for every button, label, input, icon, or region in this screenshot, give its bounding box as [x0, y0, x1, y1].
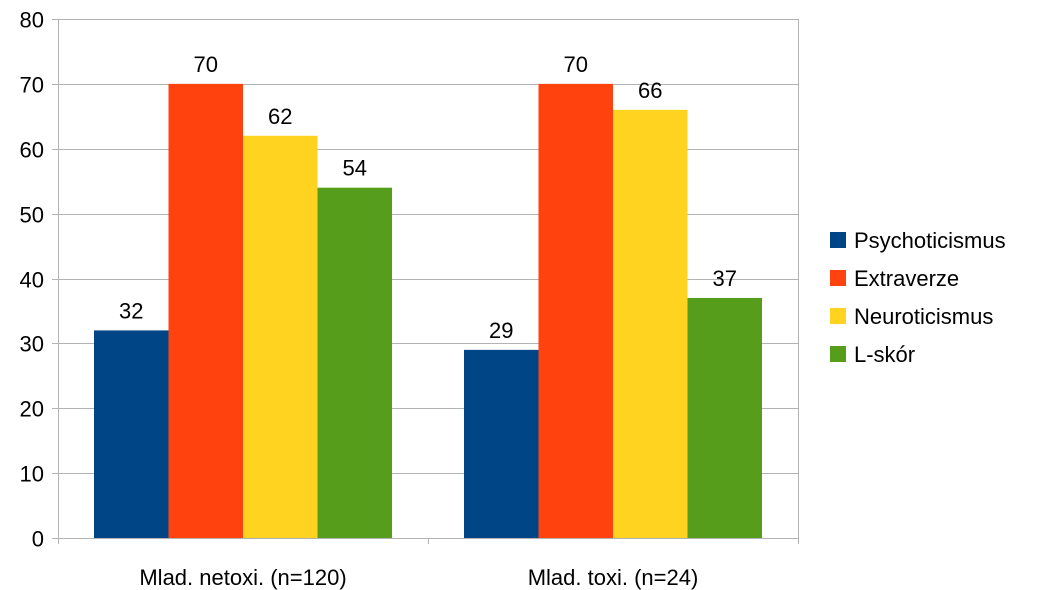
bar — [464, 349, 539, 538]
y-tick-label: 50 — [20, 203, 44, 228]
data-label: 37 — [713, 266, 737, 291]
y-tick-label: 20 — [20, 397, 44, 422]
y-tick-label: 60 — [20, 138, 44, 163]
legend-label: L-skór — [854, 342, 915, 367]
legend-swatch — [830, 232, 846, 248]
y-tick-label: 40 — [20, 268, 44, 293]
x-axis: Mlad. netoxi. (n=120) Mlad. toxi. (n=24) — [58, 538, 798, 590]
legend-swatch — [830, 346, 846, 362]
data-label: 62 — [268, 104, 292, 129]
bar — [168, 83, 243, 538]
data-label: 70 — [564, 52, 588, 77]
x-tick-label: Mlad. netoxi. (n=120) — [139, 565, 346, 590]
y-tick-label: 70 — [20, 73, 44, 98]
bar — [687, 297, 762, 538]
y-tick-label: 10 — [20, 462, 44, 487]
bar — [94, 330, 169, 538]
bar — [613, 109, 688, 538]
legend-label: Extraverze — [854, 266, 959, 291]
data-label: 32 — [119, 298, 143, 323]
legend-swatch — [830, 308, 846, 324]
bar — [317, 187, 392, 539]
x-tick-label: Mlad. toxi. (n=24) — [528, 565, 699, 590]
y-tick-label: 0 — [32, 527, 44, 552]
bars — [94, 83, 762, 539]
bar — [538, 83, 613, 538]
legend-label: Neuroticismus — [854, 304, 993, 329]
y-axis-ticks: 0 10 20 30 40 50 60 70 80 — [20, 8, 44, 552]
data-label: 29 — [489, 318, 513, 343]
data-label: 54 — [343, 156, 367, 181]
y-tick-label: 80 — [20, 8, 44, 33]
data-labels: 32 70 62 54 29 70 66 37 — [119, 52, 737, 343]
data-label: 66 — [638, 78, 662, 103]
legend-label: Psychoticismus — [854, 228, 1006, 253]
legend-swatch — [830, 270, 846, 286]
y-tick-label: 30 — [20, 332, 44, 357]
legend: Psychoticismus Extraverze Neuroticismus L-s… — [830, 228, 1006, 367]
data-label: 70 — [194, 52, 218, 77]
bar — [243, 135, 318, 538]
